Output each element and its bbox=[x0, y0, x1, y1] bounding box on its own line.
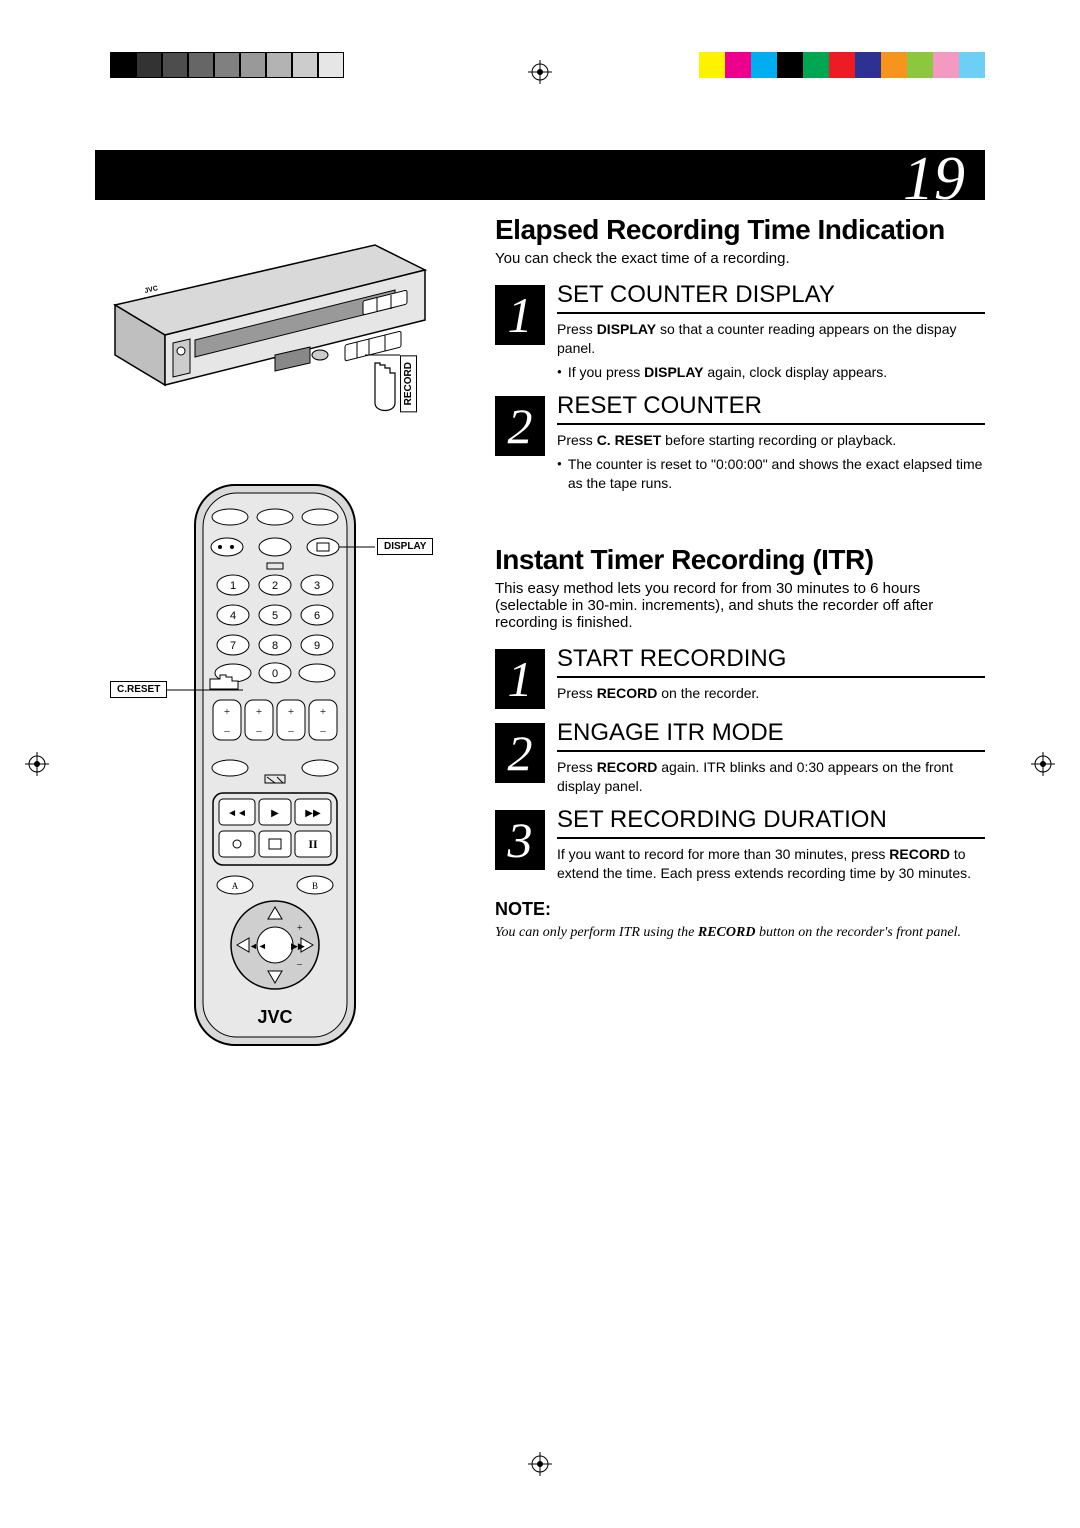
step-number: 2 bbox=[495, 723, 545, 783]
gray-swatch bbox=[162, 52, 188, 78]
svg-text:–: – bbox=[287, 725, 294, 737]
step: 3 SET RECORDING DURATION If you want to re… bbox=[495, 806, 985, 883]
svg-text:–: – bbox=[319, 725, 326, 737]
color-swatch bbox=[881, 52, 907, 78]
section-title: Instant Timer Recording (ITR) bbox=[495, 545, 985, 574]
page-header-bar: 19 bbox=[95, 150, 985, 200]
svg-text:0: 0 bbox=[272, 668, 278, 680]
section-subtitle: You can check the exact time of a record… bbox=[495, 250, 985, 267]
crop-mark-icon bbox=[1031, 752, 1055, 776]
color-swatch bbox=[959, 52, 985, 78]
note-title: NOTE: bbox=[495, 899, 985, 920]
svg-text:–: – bbox=[255, 725, 262, 737]
step-number: 1 bbox=[495, 649, 545, 709]
step: 1 SET COUNTER DISPLAY Press DISPLAY so tha… bbox=[495, 281, 985, 382]
display-label: DISPLAY bbox=[377, 538, 433, 555]
gray-swatch bbox=[136, 52, 162, 78]
step-text: Press RECORD on the recorder. bbox=[557, 684, 985, 703]
svg-text:9: 9 bbox=[314, 640, 320, 652]
svg-text:2: 2 bbox=[272, 580, 278, 592]
step-text: Press DISPLAY so that a counter reading … bbox=[557, 320, 985, 382]
svg-text:–: – bbox=[223, 725, 230, 737]
step-title: START RECORDING bbox=[557, 645, 985, 678]
vcr-illustration: JVC RECORD bbox=[105, 235, 445, 445]
svg-text:5: 5 bbox=[272, 610, 278, 622]
gray-swatch bbox=[214, 52, 240, 78]
color-swatch bbox=[855, 52, 881, 78]
section-title: Elapsed Recording Time Indication bbox=[495, 215, 985, 244]
step-title: SET COUNTER DISPLAY bbox=[557, 281, 985, 314]
color-swatch bbox=[751, 52, 777, 78]
svg-text:▶▶: ▶▶ bbox=[291, 941, 305, 951]
svg-text:+: + bbox=[297, 923, 303, 934]
color-swatch bbox=[725, 52, 751, 78]
svg-text:3: 3 bbox=[314, 580, 320, 592]
crop-mark-icon bbox=[25, 752, 49, 776]
step: 2 RESET COUNTER Press C. RESET before star… bbox=[495, 392, 985, 493]
svg-text:▶: ▶ bbox=[271, 808, 279, 819]
svg-text:+: + bbox=[320, 706, 326, 718]
step-title: RESET COUNTER bbox=[557, 392, 985, 425]
svg-text:6: 6 bbox=[314, 610, 320, 622]
step-number: 3 bbox=[495, 810, 545, 870]
note-body: You can only perform ITR using the RECOR… bbox=[495, 924, 985, 943]
svg-text:4: 4 bbox=[230, 610, 236, 622]
gray-swatch bbox=[266, 52, 292, 78]
step-number: 2 bbox=[495, 396, 545, 456]
color-swatch bbox=[803, 52, 829, 78]
section-subtitle: This easy method lets you record for fro… bbox=[495, 580, 985, 631]
step: 1 START RECORDING Press RECORD on the reco… bbox=[495, 645, 985, 709]
svg-text:JVC: JVC bbox=[144, 285, 159, 295]
gray-swatch bbox=[188, 52, 214, 78]
svg-text:1: 1 bbox=[230, 580, 236, 592]
crop-mark-icon bbox=[528, 1452, 552, 1476]
color-swatch bbox=[699, 52, 725, 78]
svg-text:◄◄: ◄◄ bbox=[227, 808, 247, 819]
svg-text:7: 7 bbox=[230, 640, 236, 652]
step: 2 ENGAGE ITR MODE Press RECORD again. ITR … bbox=[495, 719, 985, 796]
step-title: SET RECORDING DURATION bbox=[557, 806, 985, 839]
color-swatch bbox=[907, 52, 933, 78]
color-swatch bbox=[829, 52, 855, 78]
gray-swatch bbox=[318, 52, 344, 78]
step-text: Press C. RESET before starting recording… bbox=[557, 431, 985, 493]
brand-text: JVC bbox=[257, 1007, 292, 1027]
svg-text:8: 8 bbox=[272, 640, 278, 652]
creset-label: C.RESET bbox=[110, 681, 167, 698]
svg-text:B: B bbox=[312, 881, 318, 891]
color-swatches bbox=[699, 52, 985, 78]
record-label: RECORD bbox=[400, 355, 417, 412]
page-number: 19 bbox=[903, 148, 965, 210]
color-swatch bbox=[933, 52, 959, 78]
gray-swatch bbox=[110, 52, 136, 78]
step-text: If you want to record for more than 30 m… bbox=[557, 845, 985, 883]
text-column: Elapsed Recording Time Indication You can… bbox=[495, 215, 985, 1075]
svg-text:–: – bbox=[296, 959, 303, 970]
svg-text:+: + bbox=[256, 706, 262, 718]
remote-illustration: 1 2 3 4 5 6 7 8 9 0 + – + – + – + – bbox=[95, 475, 435, 1075]
color-swatch bbox=[777, 52, 803, 78]
svg-text:II: II bbox=[308, 837, 318, 851]
svg-text:◄◄: ◄◄ bbox=[249, 941, 267, 951]
grayscale-swatches bbox=[110, 52, 344, 78]
svg-text:▶▶: ▶▶ bbox=[305, 808, 321, 819]
illustrations-column: JVC RECORD bbox=[95, 215, 465, 1075]
svg-text:+: + bbox=[288, 706, 294, 718]
crop-mark-icon bbox=[528, 60, 552, 84]
gray-swatch bbox=[240, 52, 266, 78]
step-number: 1 bbox=[495, 285, 545, 345]
svg-text:A: A bbox=[232, 881, 239, 891]
gray-swatch bbox=[292, 52, 318, 78]
step-text: Press RECORD again. ITR blinks and 0:30 … bbox=[557, 758, 985, 796]
step-title: ENGAGE ITR MODE bbox=[557, 719, 985, 752]
svg-text:+: + bbox=[224, 706, 230, 718]
